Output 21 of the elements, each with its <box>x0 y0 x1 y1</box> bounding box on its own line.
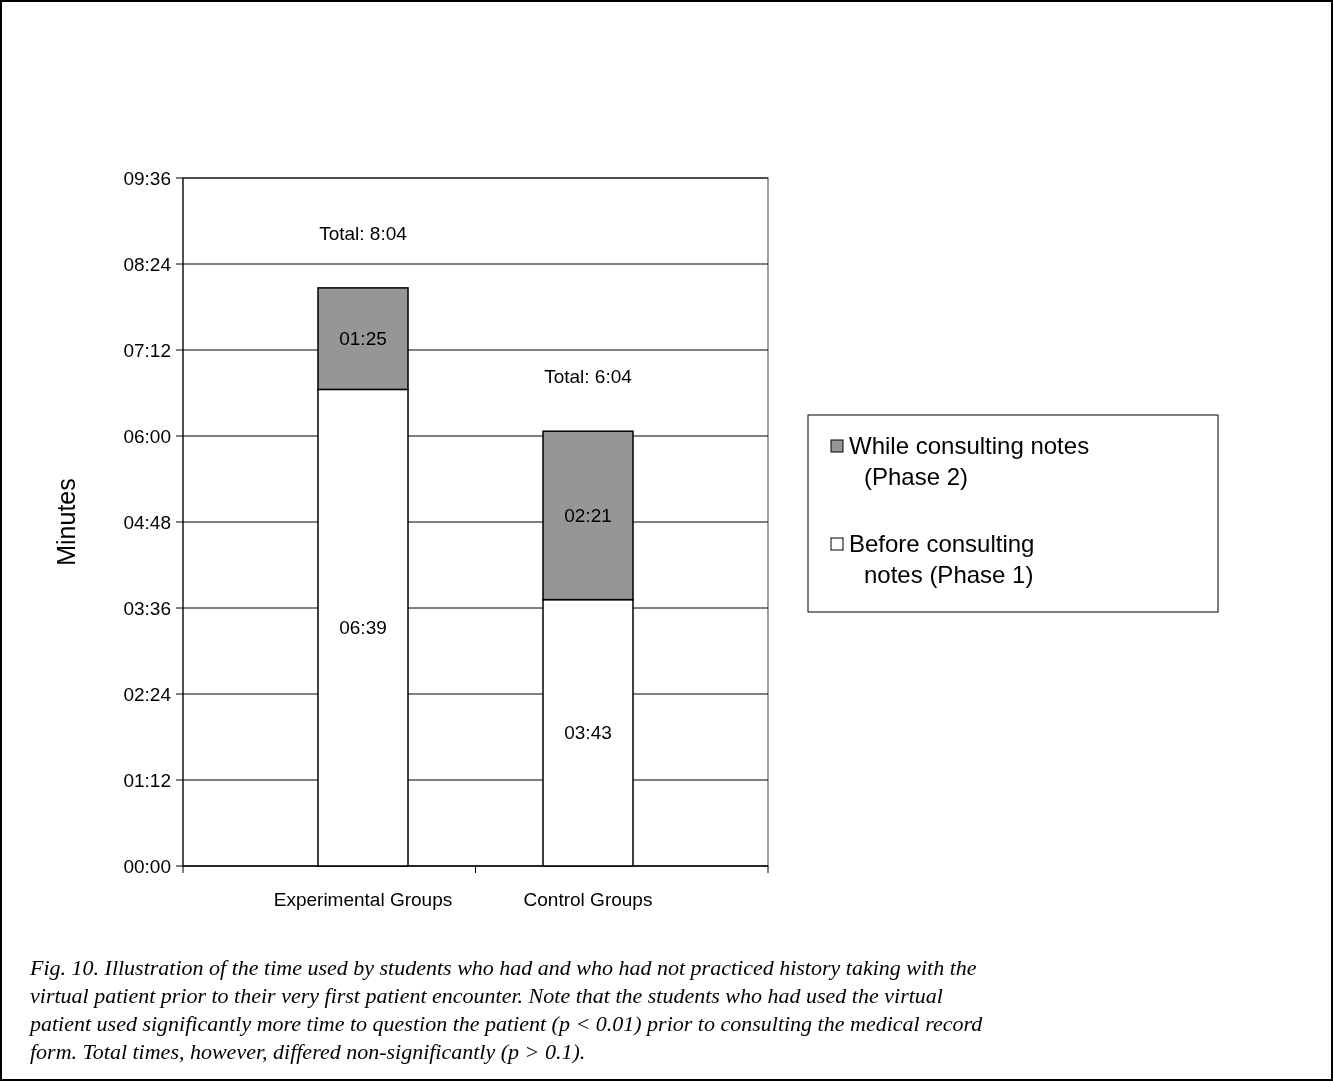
caption: Fig. 10. Illustration of the time used by students who had and who had not practiced history taking with the virtual patient prior to their very first patient encounter. Note that the students who had used the virtual patient used significantly more time to question the patient (p < 0.01) prior to consulting the medical record form. Total times, however, differed non-significantly (p > 0.1). <box>28 955 984 1064</box>
x-tick-label: Control Groups <box>523 889 653 910</box>
legend-label: While consulting notes (Phase 2) <box>849 432 1090 491</box>
data-label: 03:43 <box>564 722 612 744</box>
y-tick-label: 01:12 <box>123 769 171 791</box>
x-tick-label: Experimental Groups <box>273 889 453 910</box>
y-tick-label: 09:36 <box>123 167 171 189</box>
y-tick-label: 03:36 <box>123 597 171 619</box>
y-tick-label: 06:00 <box>123 425 171 447</box>
y-tick-label: 08:24 <box>123 253 172 275</box>
legend-label: Before consulting notes (Phase 1) <box>849 530 1035 589</box>
y-tick-label: 00:00 <box>123 855 171 877</box>
data-label: 02:21 <box>564 505 612 527</box>
total-label: Total: 8:04 <box>319 222 408 244</box>
y-tick-label: 02:24 <box>123 683 172 705</box>
y-tick-label: 04:48 <box>123 511 171 533</box>
data-label: 06:39 <box>339 617 387 639</box>
y-axis-title: Minutes <box>52 478 80 566</box>
y-tick-label: 07:12 <box>123 339 171 361</box>
total-label: Total: 6:04 <box>544 366 633 388</box>
data-label: 01:25 <box>339 328 387 350</box>
